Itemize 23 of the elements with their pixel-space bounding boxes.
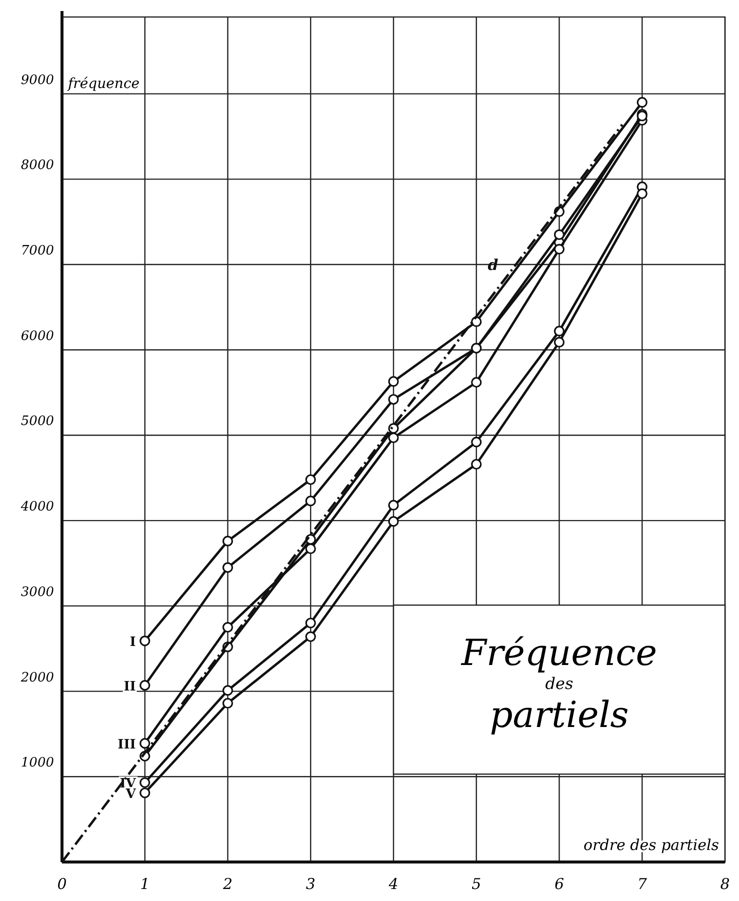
y-axis-title: fréquence [67,76,140,92]
x-tick-label: 3 [306,875,316,893]
y-tick-label: 5000 [20,414,54,430]
x-tick-label: 1 [140,875,150,893]
x-tick-label: 8 [720,875,730,893]
series-label: I [130,634,136,650]
series-label: III [118,737,136,752]
y-tick-label: 8000 [20,158,54,174]
y-tick-label: 9000 [20,72,54,88]
x-tick-label: 6 [554,875,564,893]
series-label: II [124,679,136,694]
y-tick-label: 2000 [20,670,54,686]
x-tick-label: 2 [222,875,233,893]
y-tick-label: 3000 [20,584,54,600]
x-tick-label: 5 [472,875,482,893]
y-tick-label: 7000 [20,244,54,259]
x-tick-label: 0 [57,875,68,893]
text: Fréquence des partiels [460,633,658,736]
y-tick-label: 1000 [20,756,54,771]
y-tick-label: 6000 [20,328,54,344]
y-tick-label: 4000 [20,500,54,515]
x-tick-label: 4 [388,875,398,893]
x-tick-label: 7 [637,875,648,893]
